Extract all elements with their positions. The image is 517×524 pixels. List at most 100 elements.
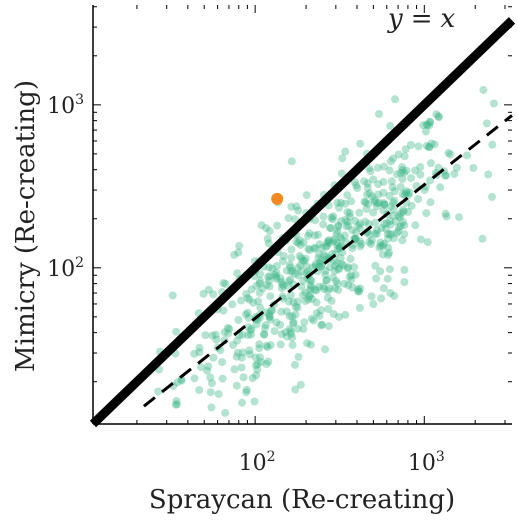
scatter-point [289,318,298,327]
scatter-point [384,243,393,252]
scatter-point [389,154,398,163]
y-axis-title: Mimicry (Re-creating) [11,80,41,372]
scatter-point [264,273,273,281]
scatter-point [247,324,256,333]
scatter-point [209,290,218,299]
scatter-point [402,166,411,175]
scatter-point [299,325,308,333]
scatter-point [249,298,258,307]
scatter-point [383,274,392,283]
scatter-point [286,291,295,300]
scatter-point [219,306,228,315]
scatter-point [307,314,316,323]
scatter-point [401,145,410,154]
scatter-point [310,243,319,252]
scatter-point [374,180,383,189]
scatter-point [333,279,342,288]
scatter-point [348,283,357,292]
scatter-point [333,227,342,236]
scatter-point [385,265,394,274]
scatter-point [284,297,293,306]
reference-line-label: y = x [387,4,456,34]
scatter-point [256,303,265,312]
scatter-point [266,341,275,350]
scatter-point [173,400,181,409]
scatter-point [344,263,353,272]
scatter-point [314,282,323,291]
scatter-point [365,164,374,173]
scatter-point [319,212,328,221]
scatter-point [172,327,181,336]
scatter-point [303,339,312,348]
scatter-point [362,205,371,213]
scatter-point [422,209,431,218]
scatter-point [390,187,399,196]
scatter-point [402,187,411,196]
scatter-point [482,119,491,128]
scatter-point [335,243,344,252]
scatter-point [352,181,361,190]
scatter-point [370,195,379,204]
scatter-point [324,305,333,313]
scatter-point [304,231,312,240]
x-axis-title: Spraycan (Re-creating) [149,485,455,515]
scatter-point [488,192,496,201]
scatter-point [333,241,342,250]
scatter-point [407,174,416,183]
axis-ticks: 102 103 102 103 [47,5,512,476]
scatter-point [307,277,316,285]
scatter-point [356,237,364,246]
scatter-point [288,312,297,321]
scatter-point [255,279,264,288]
scatter-point [268,306,277,315]
scatter-point [326,224,335,233]
scatter-point [266,315,275,324]
scatter-point [400,168,409,177]
scatter-point [329,212,338,221]
scatter-points [154,86,498,417]
scatter-point [265,309,274,318]
scatter-point [338,154,347,163]
scatter-point [294,352,303,361]
scatter-point [386,202,395,211]
scatter-point [327,296,336,305]
scatter-point [254,297,263,306]
scatter-point [264,239,273,248]
scatter-point [355,303,364,312]
scatter-point [380,200,389,209]
scatter-point [288,266,297,275]
scatter-point [411,166,420,175]
scatter-point [335,244,344,253]
scatter-point [398,175,407,184]
scatter-point [253,365,262,374]
scatter-point [380,162,388,171]
scatter-point [345,272,354,281]
scatter-point [425,142,434,151]
scatter-point [444,149,453,157]
scatter-point [317,320,326,329]
scatter-point [282,307,291,316]
scatter-point [344,221,353,230]
scatter-point [446,150,455,159]
scatter-point [260,330,269,339]
scatter-point [340,279,349,288]
scatter-point [369,300,378,308]
scatter-point [309,316,318,325]
scatter-point [307,294,316,303]
scatter-point [261,321,270,330]
scatter-point [207,403,216,412]
scatter-point [190,374,199,383]
scatter-point [256,277,265,286]
scatter-point [273,221,282,230]
scatter-point [319,220,328,229]
scatter-point [380,200,389,209]
scatter-point [411,221,420,230]
scatter-point [325,236,333,245]
scatter-point [238,348,247,357]
scatter-point [325,284,334,293]
scatter-point [347,271,356,280]
scatter-point [350,263,359,272]
scatter-point [209,353,218,362]
scatter-point [423,238,432,247]
scatter-point [341,215,350,224]
